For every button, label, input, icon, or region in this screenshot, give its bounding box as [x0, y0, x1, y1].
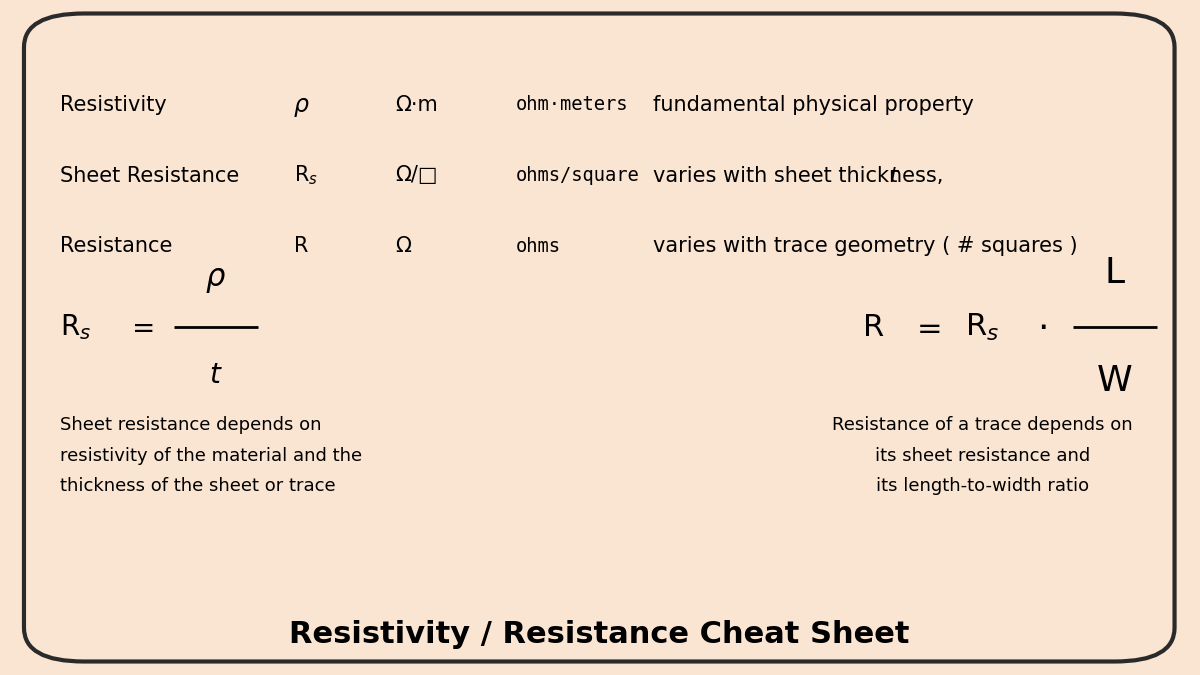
Text: ohm·meters: ohm·meters	[515, 95, 628, 114]
Text: varies with sheet thickness,: varies with sheet thickness,	[653, 165, 950, 186]
Text: $=$: $=$	[911, 313, 941, 342]
Text: $t$: $t$	[209, 360, 223, 389]
Text: R$_s$: R$_s$	[965, 312, 998, 343]
Text: ohms: ohms	[515, 237, 560, 256]
FancyBboxPatch shape	[24, 14, 1175, 662]
Text: t: t	[889, 165, 898, 186]
Text: thickness of the sheet or trace: thickness of the sheet or trace	[60, 477, 336, 495]
Text: Resistivity: Resistivity	[60, 95, 167, 115]
Text: varies with trace geometry ( # squares ): varies with trace geometry ( # squares )	[653, 236, 1078, 256]
Text: ρ: ρ	[294, 92, 308, 117]
Text: Sheet resistance depends on: Sheet resistance depends on	[60, 416, 322, 434]
Text: Resistance of a trace depends on: Resistance of a trace depends on	[833, 416, 1133, 434]
Text: its length-to-width ratio: its length-to-width ratio	[876, 477, 1090, 495]
Text: R$_s$: R$_s$	[60, 313, 91, 342]
Text: Ω/□: Ω/□	[396, 165, 438, 186]
Text: L: L	[1104, 256, 1124, 290]
Text: resistivity of the material and the: resistivity of the material and the	[60, 447, 362, 464]
Text: R: R	[863, 313, 884, 342]
Text: $=$: $=$	[126, 313, 154, 342]
Text: ohms/square: ohms/square	[515, 166, 640, 185]
Text: $\rho$: $\rho$	[205, 266, 227, 294]
Text: fundamental physical property: fundamental physical property	[653, 95, 974, 115]
Text: its sheet resistance and: its sheet resistance and	[875, 447, 1091, 464]
Text: Resistivity / Resistance Cheat Sheet: Resistivity / Resistance Cheat Sheet	[289, 620, 910, 649]
Text: R$_s$: R$_s$	[294, 164, 318, 187]
Text: Sheet Resistance: Sheet Resistance	[60, 165, 239, 186]
Text: Resistance: Resistance	[60, 236, 173, 256]
Text: R: R	[294, 236, 308, 256]
Text: $\cdot$: $\cdot$	[1037, 310, 1046, 344]
Text: W: W	[1097, 364, 1133, 398]
Text: Ω·m: Ω·m	[396, 95, 438, 115]
Text: Ω: Ω	[396, 236, 412, 256]
